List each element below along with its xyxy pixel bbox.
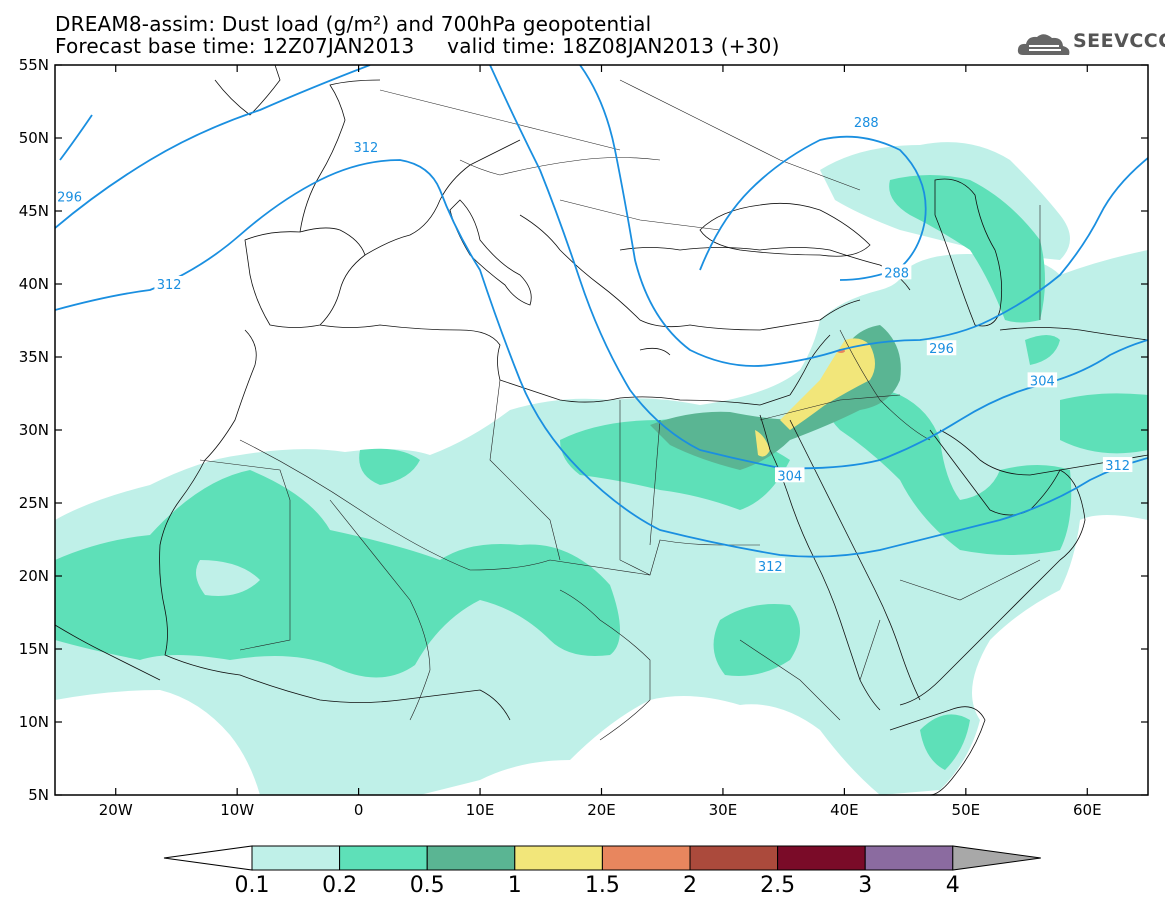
lon-tick-label: 10E [466, 801, 495, 819]
contour-label-bg [1102, 457, 1133, 473]
lon-tick-label: 30E [709, 801, 738, 819]
lat-tick-label: 45N [19, 202, 49, 220]
lat-tick-label: 15N [19, 640, 49, 658]
lat-tick-label: 40N [19, 275, 49, 293]
coastlines [55, 65, 1148, 795]
lon-tick-label: 0 [354, 801, 364, 819]
contour-label: 312 [157, 278, 182, 293]
lat-tick-label: 50N [19, 129, 49, 147]
contour-label-bg [881, 264, 912, 280]
contour-label: 288 [854, 116, 879, 131]
dust-shading-level4 [755, 338, 875, 457]
contour-label-bg [774, 467, 805, 483]
lon-tick-label: 10W [220, 801, 254, 819]
contour-label: 304 [777, 469, 802, 484]
logo-text: SEEVCCC [1073, 30, 1165, 52]
lon-tick-label: 20W [99, 801, 133, 819]
contour-label: 312 [758, 560, 783, 575]
lon-tick-label: 60E [1073, 801, 1102, 819]
lat-tick-label: 55N [19, 56, 49, 74]
contour-label: 288 [884, 266, 909, 281]
contour-label-bg [1027, 372, 1058, 388]
seevccc-logo [1017, 34, 1070, 55]
lon-tick-label: 40E [830, 801, 859, 819]
country-borders [199, 79, 1041, 741]
latitude-axis: 5N 10N 15N 20N 25N 30N 35N 40N 45N 50N 55N [19, 56, 1148, 804]
lat-tick-label: 10N [19, 713, 49, 731]
lat-tick-label: 20N [19, 567, 49, 585]
lat-tick-label: 5N [28, 786, 49, 804]
contour-label: 304 [1030, 374, 1055, 389]
lat-tick-label: 25N [19, 494, 49, 512]
contour-labels: 296 312 312 288 288 296 304 304 312 312 [55, 113, 1133, 575]
longitude-axis: 20W 10W 0 10E 20E 30E 40E 50E 60E [99, 65, 1102, 819]
contour-label: 312 [353, 141, 378, 156]
contour-label-bg [851, 113, 881, 129]
contour-label-bg [926, 340, 957, 356]
cloud-icon [1017, 34, 1070, 55]
map-title-line2: Forecast base time: 12Z07JAN2013 valid t… [55, 34, 780, 58]
contour-label: 312 [1105, 459, 1130, 474]
lat-tick-label: 35N [19, 348, 49, 366]
contour-label: 296 [57, 190, 82, 205]
lat-tick-label: 30N [19, 421, 49, 439]
dust-shading-level3 [650, 325, 901, 470]
map-title-line1: DREAM8-assim: Dust load (g/m²) and 700hP… [55, 12, 652, 36]
lon-tick-label: 20E [587, 801, 616, 819]
lon-tick-label: 50E [952, 801, 981, 819]
contour-label-bg [154, 276, 184, 291]
contour-label-bg [55, 188, 85, 204]
contour-label-bg [755, 557, 786, 573]
contour-label: 296 [929, 342, 954, 357]
contour-label-bg [351, 138, 381, 154]
